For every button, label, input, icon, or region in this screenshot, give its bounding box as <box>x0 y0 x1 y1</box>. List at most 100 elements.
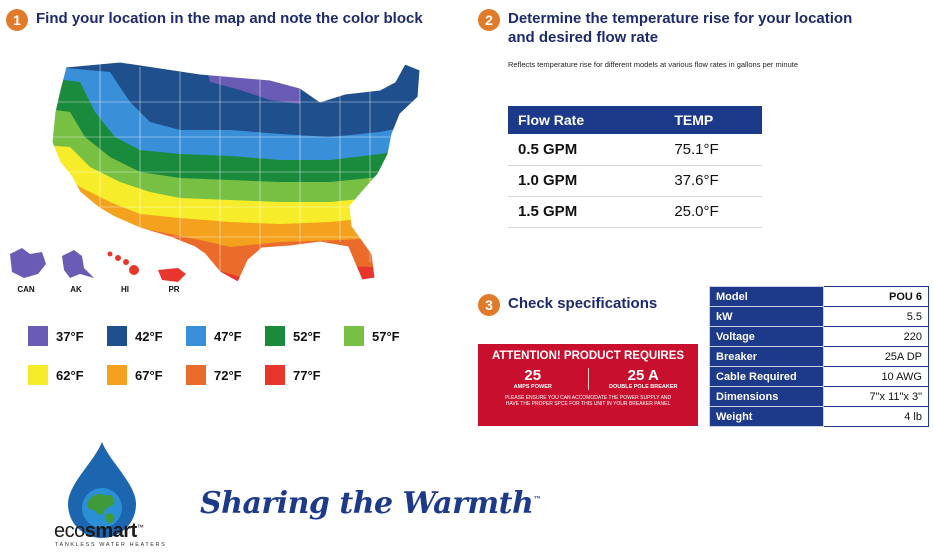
inset-label-hi: HI <box>121 285 129 294</box>
legend-item: 67°F <box>107 365 163 385</box>
attention-requirements: 25 AMPS POWER 25 A DOUBLE POLE BREAKER <box>478 368 698 390</box>
legend-label: 77°F <box>293 367 321 383</box>
legend-swatch <box>186 326 206 346</box>
spec-row: Breaker 25A DP <box>709 346 929 367</box>
step-3-title: Check specifications <box>508 295 658 312</box>
legend-label: 72°F <box>214 367 242 383</box>
legend-label: 57°F <box>372 328 400 344</box>
spec-value: 5.5 <box>823 306 929 327</box>
tagline-text: Sharing the Warmth <box>200 486 534 521</box>
step-1-header: 1 Find your location in the map and note… <box>6 9 423 31</box>
legend-label: 62°F <box>56 367 84 383</box>
us-outline <box>51 61 421 283</box>
temp-cell: 25.0°F <box>616 196 762 228</box>
legend-label: 42°F <box>135 328 163 344</box>
column-header-temp: TEMP <box>616 106 762 134</box>
attention-note: PLEASE ENSURE YOU CAN ACCOMODATE THE POW… <box>478 395 698 407</box>
flow-rate-cell: 1.0 GPM <box>508 165 617 197</box>
step-2-title-line1: Determine the temperature rise for your … <box>508 10 853 27</box>
legend-item: 57°F <box>344 326 400 346</box>
spec-value: 25A DP <box>823 346 929 367</box>
flow-rate-cell: 0.5 GPM <box>508 134 617 166</box>
step-2-title: Determine the temperature rise for your … <box>508 9 852 47</box>
inset-hawaii <box>107 251 139 275</box>
brand-name-part1: eco <box>54 520 85 542</box>
legend-item: 52°F <box>265 326 321 346</box>
legend-item: 77°F <box>265 365 321 385</box>
legend-swatch <box>344 326 364 346</box>
inset-puerto-rico <box>158 268 186 282</box>
legend-label: 67°F <box>135 367 163 383</box>
attention-note-line2: HAVE THE PROPER SPCE FOR THIS UNIT IN YO… <box>505 401 671 407</box>
column-header-flow-rate: Flow Rate <box>508 106 617 134</box>
attention-note-line1: PLEASE ENSURE YOU CAN ACCOMODATE THE POW… <box>504 395 672 401</box>
table-row: 0.5 GPM 75.1°F <box>508 134 762 166</box>
brand-trademark: ™ <box>136 524 144 532</box>
inset-label-ak: AK <box>70 285 82 294</box>
attention-box: ATTENTION! PRODUCT REQUIRES 25 AMPS POWE… <box>478 344 698 426</box>
amps-requirement: 25 AMPS POWER <box>478 367 588 391</box>
spec-key: Voltage <box>709 326 824 347</box>
legend-label: 47°F <box>214 328 242 344</box>
spec-key: kW <box>709 306 824 327</box>
table-row: 1.0 GPM 37.6°F <box>508 165 762 197</box>
legend-label: 37°F <box>56 328 84 344</box>
flow-rate-table: Flow Rate TEMP 0.5 GPM 75.1°F 1.0 GPM 37… <box>508 106 762 228</box>
step-number-badge: 1 <box>6 9 28 31</box>
ecosmart-drop-logo-icon <box>68 442 136 538</box>
legend-swatch <box>265 365 285 385</box>
spec-value: POU 6 <box>823 286 929 307</box>
legend-swatch <box>186 365 206 385</box>
spec-value: 220 <box>823 326 929 347</box>
breaker-requirement: 25 A DOUBLE POLE BREAKER <box>587 367 699 390</box>
step-2-title-line2: and desired flow rate <box>508 29 659 46</box>
state-borders <box>52 62 420 272</box>
spec-row: kW 5.5 <box>709 306 929 327</box>
brand-tagline: Sharing the Warmth™ <box>200 486 541 521</box>
us-temperature-map: CAN AK HI PR <box>10 61 421 294</box>
step-number-badge: 3 <box>478 294 500 316</box>
brand-name: ecosmart™ <box>54 520 144 543</box>
table-header-row: Flow Rate TEMP <box>508 106 762 134</box>
spec-key: Weight <box>709 406 824 427</box>
spec-key: Breaker <box>709 346 824 367</box>
tagline-trademark: ™ <box>533 494 541 504</box>
spec-row: Voltage 220 <box>709 326 929 347</box>
brand-name-part2: smart <box>84 520 137 542</box>
legend-swatch <box>28 326 48 346</box>
specifications-table: Model POU 6 kW 5.5 Voltage 220 Breaker 2… <box>709 286 929 427</box>
spec-row: Weight 4 lb <box>709 406 929 427</box>
flow-rate-cell: 1.5 GPM <box>508 196 617 228</box>
spec-key: Cable Required <box>709 366 824 387</box>
step-number-badge: 2 <box>478 9 500 31</box>
temp-cell: 75.1°F <box>616 134 762 166</box>
amps-label: AMPS POWER <box>513 384 552 390</box>
step-1-title: Find your location in the map and note t… <box>36 10 423 27</box>
inset-alaska <box>62 250 94 278</box>
spec-row: Dimensions 7"x 11"x 3" <box>709 386 929 407</box>
spec-key: Dimensions <box>709 386 824 407</box>
legend-swatch <box>265 326 285 346</box>
legend-label: 52°F <box>293 328 321 344</box>
spec-key: Model <box>709 286 824 307</box>
inset-canada <box>10 248 46 278</box>
breaker-value: 25 A <box>627 367 659 384</box>
amps-value: 25 <box>524 367 542 384</box>
spec-row: Cable Required 10 AWG <box>709 366 929 387</box>
step-2-header: 2 Determine the temperature rise for you… <box>478 9 852 47</box>
flow-rate-note: Reflects temperature rise for different … <box>508 60 798 69</box>
attention-title: ATTENTION! PRODUCT REQUIRES <box>491 350 685 362</box>
legend-item: 37°F <box>28 326 84 346</box>
legend-swatch <box>107 326 127 346</box>
legend-swatch <box>28 365 48 385</box>
inset-label-can: CAN <box>17 285 35 294</box>
inset-label-pr: PR <box>168 285 179 294</box>
temp-cell: 37.6°F <box>616 165 762 197</box>
table-row: 1.5 GPM 25.0°F <box>508 196 762 228</box>
breaker-label: DOUBLE POLE BREAKER <box>609 384 678 390</box>
legend-item: 72°F <box>186 365 242 385</box>
spec-value: 4 lb <box>823 406 929 427</box>
legend-item: 62°F <box>28 365 84 385</box>
spec-value: 7"x 11"x 3" <box>823 386 929 407</box>
step-3-header: 3 Check specifications <box>478 294 657 316</box>
